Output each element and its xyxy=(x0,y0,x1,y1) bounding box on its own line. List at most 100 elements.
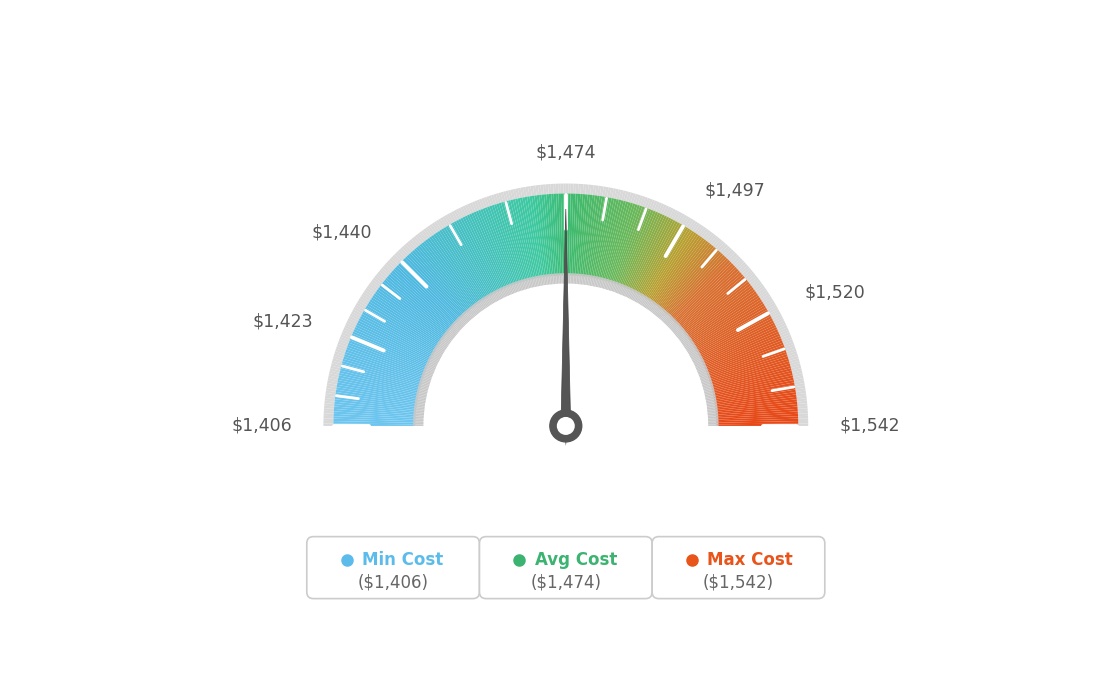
Wedge shape xyxy=(369,302,438,346)
Wedge shape xyxy=(689,293,758,342)
Wedge shape xyxy=(713,375,793,395)
Text: Avg Cost: Avg Cost xyxy=(534,551,617,569)
Wedge shape xyxy=(649,302,657,312)
Wedge shape xyxy=(582,274,585,286)
Wedge shape xyxy=(608,280,613,291)
Wedge shape xyxy=(605,279,609,290)
Circle shape xyxy=(424,284,708,568)
Wedge shape xyxy=(679,273,742,328)
Wedge shape xyxy=(774,318,784,325)
Wedge shape xyxy=(484,296,491,306)
Wedge shape xyxy=(335,397,416,408)
Wedge shape xyxy=(325,398,335,402)
Wedge shape xyxy=(707,410,718,413)
Wedge shape xyxy=(689,350,699,356)
Wedge shape xyxy=(566,273,567,284)
Wedge shape xyxy=(325,406,335,409)
Wedge shape xyxy=(434,348,444,355)
Wedge shape xyxy=(333,353,344,359)
Text: Max Cost: Max Cost xyxy=(708,551,794,569)
Wedge shape xyxy=(787,351,797,357)
Wedge shape xyxy=(767,305,777,312)
Wedge shape xyxy=(645,299,651,308)
Wedge shape xyxy=(405,257,463,317)
Wedge shape xyxy=(566,184,569,193)
Wedge shape xyxy=(328,378,338,382)
Wedge shape xyxy=(403,258,461,318)
Wedge shape xyxy=(704,336,781,369)
Wedge shape xyxy=(714,390,796,404)
Wedge shape xyxy=(698,370,709,375)
Wedge shape xyxy=(330,368,340,373)
Wedge shape xyxy=(603,278,607,290)
Wedge shape xyxy=(708,423,719,424)
Wedge shape xyxy=(581,274,583,285)
Wedge shape xyxy=(463,206,469,215)
Wedge shape xyxy=(689,351,700,357)
Wedge shape xyxy=(665,250,720,313)
Text: ($1,542): ($1,542) xyxy=(703,573,774,591)
Text: $1,497: $1,497 xyxy=(704,181,765,199)
Wedge shape xyxy=(615,283,620,294)
Wedge shape xyxy=(421,377,432,382)
Wedge shape xyxy=(683,340,693,348)
Wedge shape xyxy=(553,194,560,275)
Wedge shape xyxy=(652,237,702,304)
Wedge shape xyxy=(690,221,698,231)
Wedge shape xyxy=(445,331,455,339)
Wedge shape xyxy=(668,320,677,329)
Wedge shape xyxy=(479,199,485,209)
Wedge shape xyxy=(563,273,564,284)
Wedge shape xyxy=(714,239,722,248)
Wedge shape xyxy=(374,275,383,284)
Wedge shape xyxy=(692,223,700,233)
Wedge shape xyxy=(660,313,669,322)
Wedge shape xyxy=(346,350,424,378)
Wedge shape xyxy=(638,295,645,305)
Wedge shape xyxy=(340,368,420,390)
Wedge shape xyxy=(336,392,417,406)
Wedge shape xyxy=(442,228,487,299)
Wedge shape xyxy=(323,424,333,426)
Wedge shape xyxy=(715,241,724,250)
Wedge shape xyxy=(459,316,468,325)
Wedge shape xyxy=(385,262,395,270)
Wedge shape xyxy=(414,411,425,414)
Wedge shape xyxy=(671,324,680,333)
Wedge shape xyxy=(449,224,492,295)
Wedge shape xyxy=(696,364,705,370)
Wedge shape xyxy=(416,247,470,311)
Wedge shape xyxy=(581,184,584,194)
Wedge shape xyxy=(778,327,788,334)
Wedge shape xyxy=(332,358,342,364)
Wedge shape xyxy=(797,408,808,411)
Wedge shape xyxy=(700,375,711,381)
Wedge shape xyxy=(755,286,765,293)
Wedge shape xyxy=(693,302,763,346)
Wedge shape xyxy=(735,260,744,268)
Wedge shape xyxy=(704,334,781,368)
Wedge shape xyxy=(336,348,346,354)
Wedge shape xyxy=(622,210,654,286)
Wedge shape xyxy=(671,260,730,319)
Wedge shape xyxy=(795,383,805,387)
Wedge shape xyxy=(416,391,428,395)
Wedge shape xyxy=(463,313,471,322)
Wedge shape xyxy=(358,300,367,308)
Wedge shape xyxy=(662,206,669,215)
Wedge shape xyxy=(609,188,614,198)
Wedge shape xyxy=(499,203,523,282)
Wedge shape xyxy=(699,373,710,378)
Wedge shape xyxy=(661,247,715,311)
Wedge shape xyxy=(420,231,427,241)
Wedge shape xyxy=(340,337,350,343)
Wedge shape xyxy=(607,279,612,290)
Wedge shape xyxy=(372,295,442,343)
Wedge shape xyxy=(702,386,714,391)
Wedge shape xyxy=(326,388,337,392)
Wedge shape xyxy=(429,355,440,362)
Wedge shape xyxy=(546,194,555,276)
Wedge shape xyxy=(420,380,431,385)
Wedge shape xyxy=(664,316,672,325)
Wedge shape xyxy=(406,255,464,316)
